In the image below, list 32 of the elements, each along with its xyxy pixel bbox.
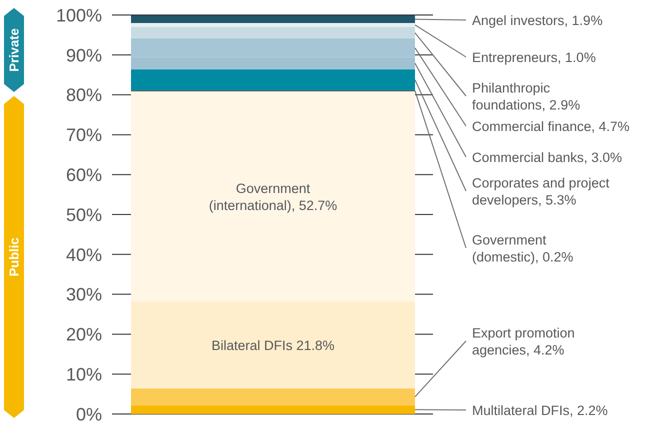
data-label: Philanthropic foundations, 2.9% (472, 80, 580, 112)
y-tick-label: 10% (66, 364, 102, 384)
bar (131, 69, 415, 90)
data-label: Commercial banks, 3.0% (472, 150, 622, 164)
data-label: Angel investors, 1.9% (472, 12, 603, 28)
data-label: Corporates and project developers, 5.3% (472, 175, 610, 207)
data-label: Bilateral DFIs 21.8% (211, 337, 335, 352)
bar (131, 405, 415, 414)
y-tick-label: 0% (76, 404, 102, 424)
bar (131, 15, 415, 23)
bar (131, 91, 415, 302)
bar (131, 388, 415, 406)
bar (131, 22, 415, 27)
data-label: Multilateral DFIs, 2.2% (472, 402, 608, 418)
bar (131, 26, 415, 39)
y-tick-label: 50% (66, 204, 102, 225)
data-label: Entrepreneurs, 1.0% (472, 50, 596, 64)
y-tick-label: 80% (66, 85, 102, 106)
data-label: Government (international), 52.7% (208, 180, 338, 212)
y-tick-label: 60% (66, 164, 102, 185)
data-label: Government (domestic), 0.2% (472, 232, 574, 264)
y-tick-label: 30% (66, 284, 102, 305)
text: Public (6, 237, 22, 277)
bar (131, 301, 415, 388)
y-tick-label: 90% (66, 45, 102, 66)
y-tick-label: 70% (66, 125, 102, 146)
data-label: Commercial finance, 4.7% (472, 118, 630, 134)
data-label: Export promotion agencies, 4.2% (472, 325, 575, 357)
text: Private (6, 28, 22, 72)
y-tick-label: 100% (56, 5, 102, 26)
y-tick-label: 20% (66, 324, 102, 345)
y-tick-label: 40% (66, 244, 102, 265)
